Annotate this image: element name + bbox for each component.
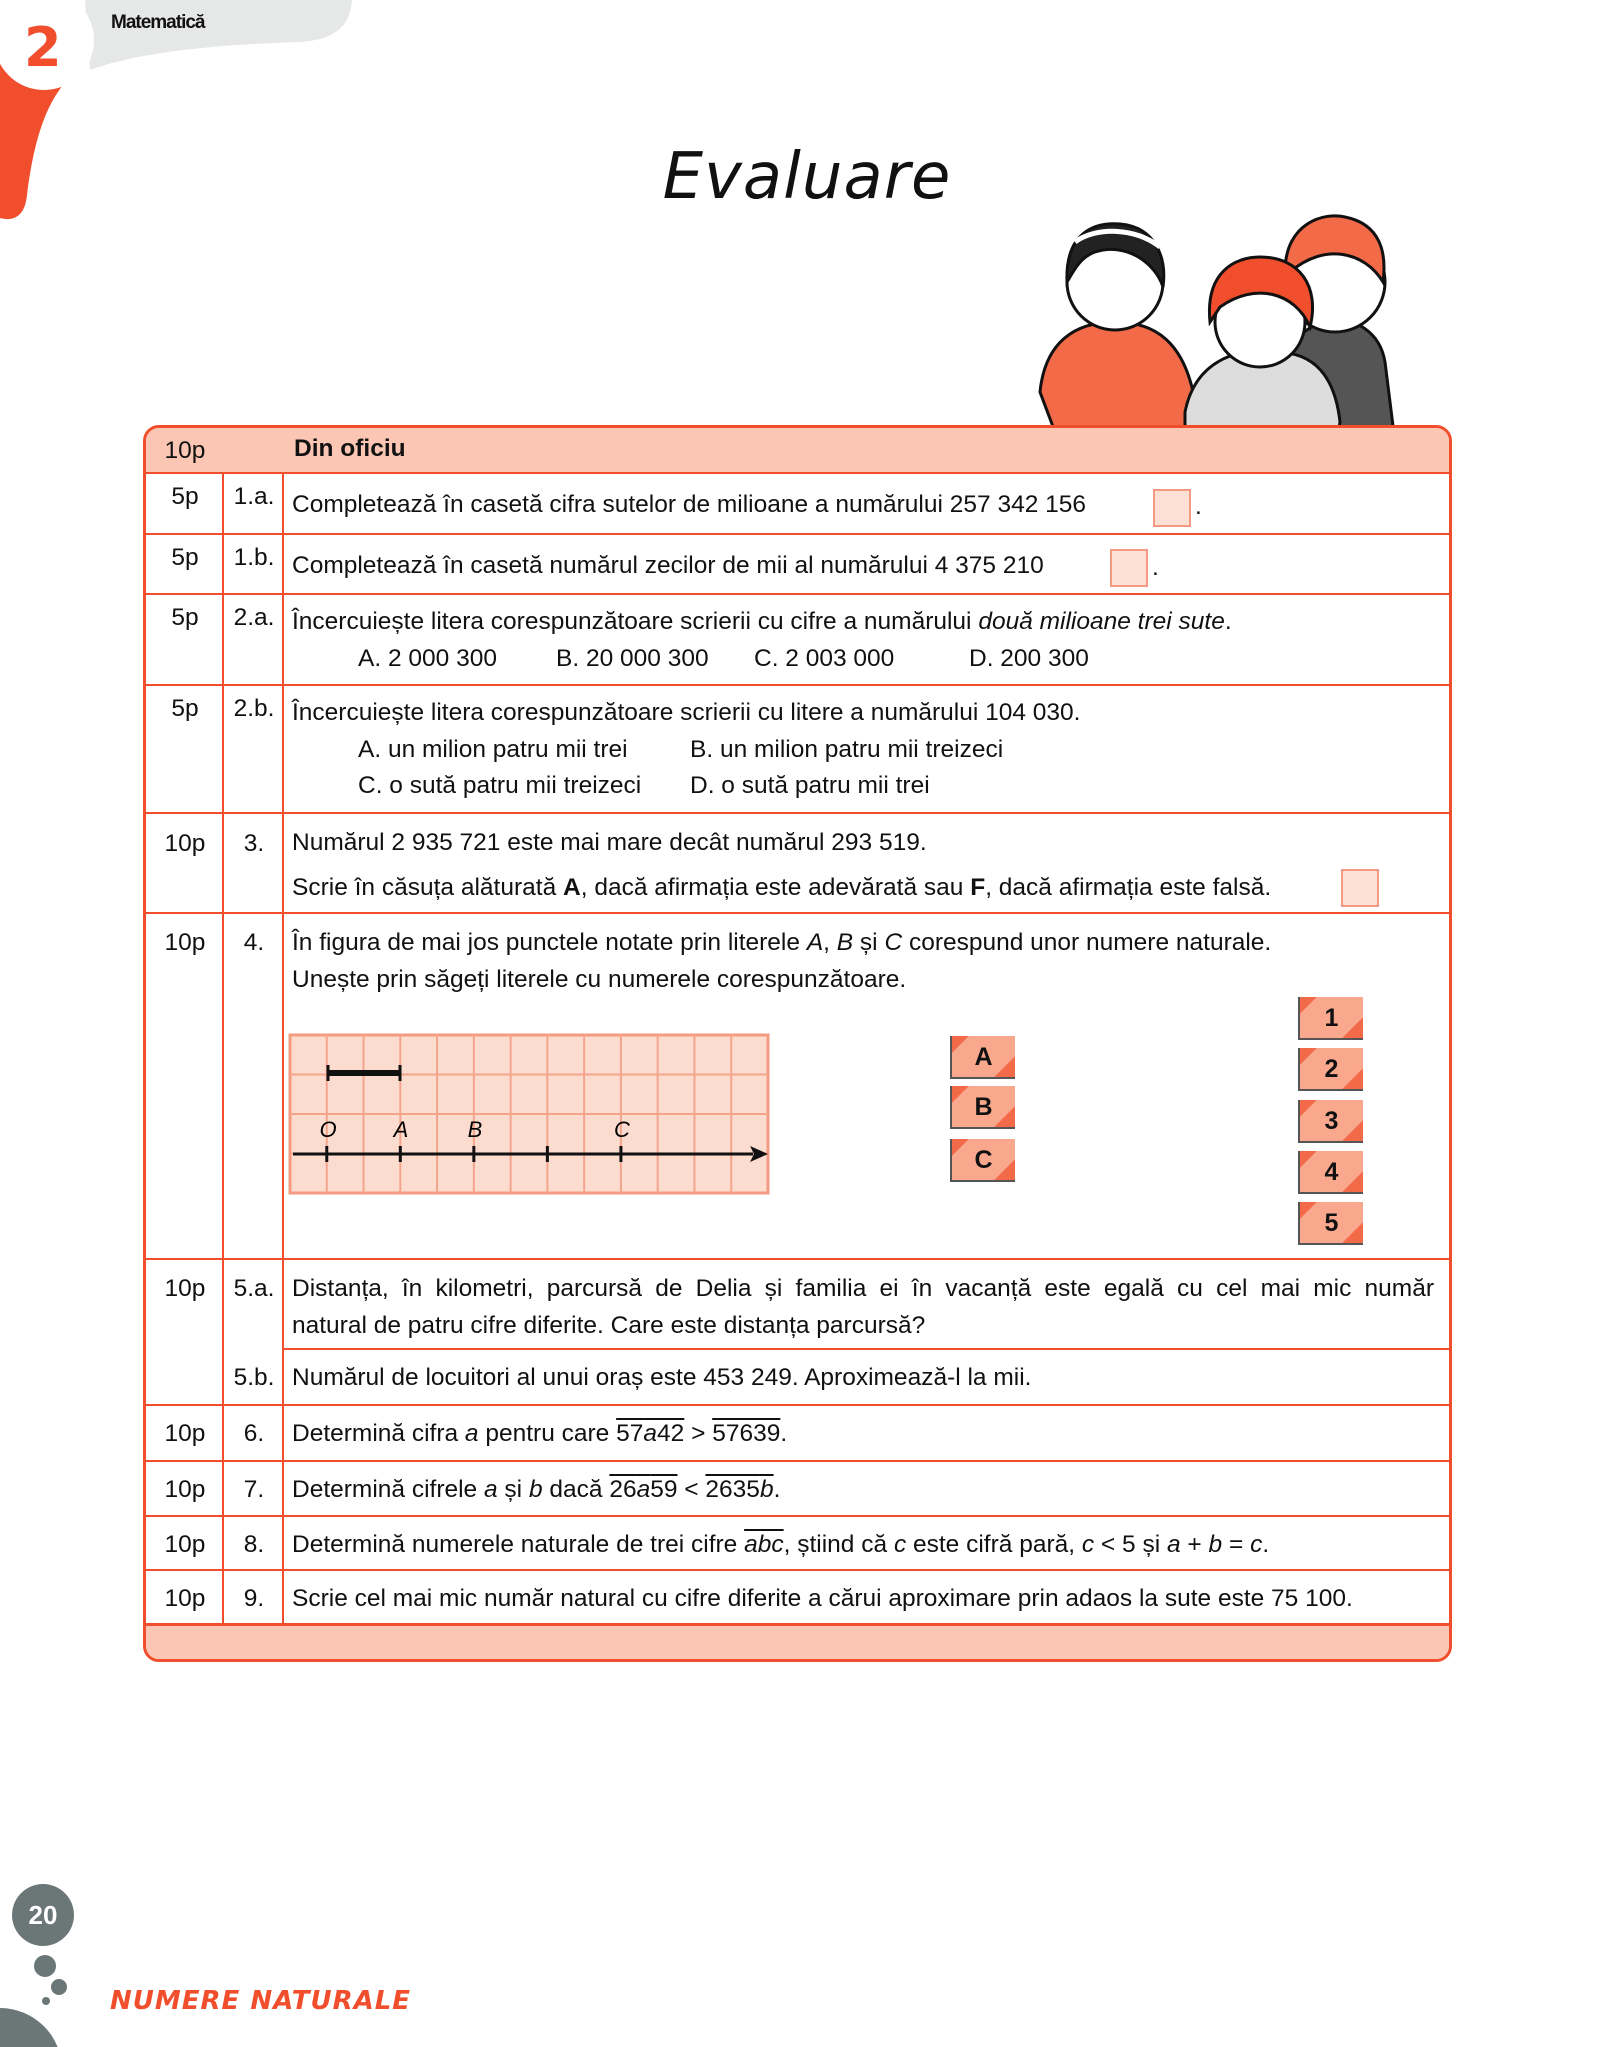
answer-box[interactable] <box>1153 489 1191 527</box>
point-label-o: O <box>319 1117 336 1142</box>
chapter-number: 2 <box>24 16 62 79</box>
letter-tag-c[interactable]: C <box>950 1139 1015 1182</box>
table-row: 5p 1.b. Completează în casetă numărul ze… <box>146 535 1449 595</box>
punct: . <box>1152 554 1159 581</box>
point-label-c: C <box>614 1117 630 1142</box>
points: 10p <box>164 437 206 464</box>
table-row: 10p 8. Determină numerele naturale de tr… <box>146 1517 1449 1571</box>
table-row: 5p 2.b. Încercuiește litera corespunzăto… <box>146 686 1449 814</box>
instruction-text: Unește prin săgeți literele cu numerele … <box>292 966 907 993</box>
question-text: Scrie cel mai mic număr natural cu cifre… <box>292 1585 1353 1612</box>
item-number: 4. <box>243 929 265 956</box>
points: 10p <box>164 1585 206 1612</box>
table-row: 5.b. Numărul de locuitori al unui oraș e… <box>146 1350 1449 1406</box>
item-number: 2.a. <box>233 604 275 631</box>
row-label: Din oficiu <box>294 435 406 462</box>
option-a[interactable]: A. 2 000 300 <box>358 645 497 672</box>
footer-row <box>146 1626 1449 1659</box>
question-text: Numărul 2 935 721 este mai mare decât nu… <box>292 829 927 856</box>
item-number: 6. <box>243 1420 265 1447</box>
item-number: 8. <box>243 1531 265 1558</box>
points: 10p <box>164 1275 206 1302</box>
points: 5p <box>171 544 199 571</box>
question-text: Încercuiește litera corespunzătoare scri… <box>292 699 1081 726</box>
item-number: 1.b. <box>233 544 275 571</box>
points: 10p <box>164 929 206 956</box>
number-tag-3[interactable]: 3 <box>1298 1100 1363 1143</box>
corner-decoration <box>0 0 352 220</box>
answer-box[interactable] <box>1110 549 1148 587</box>
table-row: 5p 1.a. Completează în casetă cifra sute… <box>146 474 1449 535</box>
item-number: 3. <box>243 830 265 857</box>
points: 5p <box>171 695 199 722</box>
question-text: Numărul de locuitori al unui oraș este 4… <box>292 1364 1032 1391</box>
table-row: 5p 2.a. Încercuiește litera corespunzăto… <box>146 595 1449 686</box>
number-tag-5[interactable]: 5 <box>1298 1202 1363 1245</box>
answer-box[interactable] <box>1341 869 1379 907</box>
option-c[interactable]: C. 2 003 000 <box>754 645 895 672</box>
table-row: 10p 9. Scrie cel mai mic număr natural c… <box>146 1571 1449 1626</box>
letter-tag-b[interactable]: B <box>950 1086 1015 1129</box>
points: 10p <box>164 830 206 857</box>
number-line-figure: O A B C <box>288 1033 770 1195</box>
question-text: Determină cifra a pentru care 57a42 > 57… <box>292 1420 788 1447</box>
question-text: Încercuiește litera corespunzătoare scri… <box>292 608 1232 635</box>
table-row: Distanța, în kilometri, parcursă de Deli… <box>282 1260 1449 1350</box>
question-text: Distanța, în kilometri, parcursă de Deli… <box>292 1275 1434 1302</box>
table-row: 10p 3. Numărul 2 935 721 este mai mare d… <box>146 814 1449 914</box>
number-tag-4[interactable]: 4 <box>1298 1151 1363 1194</box>
item-number: 5.b. <box>233 1364 275 1391</box>
point-label-a: A <box>392 1117 409 1142</box>
instruction-text: Scrie în căsuța alăturată A, dacă afirma… <box>292 874 1272 901</box>
letter-tag-a[interactable]: A <box>950 1036 1015 1079</box>
option-b[interactable]: B. un milion patru mii treizeci <box>690 736 1004 763</box>
table-row: 10p 7. Determină cifrele a și b dacă 26a… <box>146 1462 1449 1517</box>
points: 10p <box>164 1476 206 1503</box>
point-label-b: B <box>468 1117 483 1142</box>
option-a[interactable]: A. un milion patru mii trei <box>358 736 628 763</box>
item-number: 9. <box>243 1585 265 1612</box>
item-number: 7. <box>243 1476 265 1503</box>
option-d[interactable]: D. 200 300 <box>969 645 1089 672</box>
question-text-2: natural de patru cifre diferite. Care es… <box>292 1312 926 1339</box>
question-text: Completează în casetă numărul zecilor de… <box>292 552 1044 579</box>
footer-decoration <box>0 1955 67 2047</box>
chapter-title: NUMERE NATURALE <box>110 1986 412 2016</box>
option-c[interactable]: C. o sută patru mii treizeci <box>358 772 642 799</box>
table-row: 10p 6. Determină cifra a pentru care 57a… <box>146 1406 1449 1462</box>
page-title: Evaluare <box>662 140 952 214</box>
points: 5p <box>171 483 199 510</box>
children-illustration <box>1038 214 1397 467</box>
points: 5p <box>171 604 199 631</box>
page-number: 20 <box>12 1884 74 1946</box>
item-number: 1.a. <box>233 483 275 510</box>
evaluation-table: 10p Din oficiu 5p 1.a. Completează în ca… <box>143 425 1452 1662</box>
points: 10p <box>164 1420 206 1447</box>
item-number: 2.b. <box>233 695 275 722</box>
option-d[interactable]: D. o sută patru mii trei <box>690 772 930 799</box>
number-tag-1[interactable]: 1 <box>1298 997 1363 1040</box>
question-text: În figura de mai jos punctele notate pri… <box>292 929 1272 956</box>
punct: . <box>1195 493 1202 520</box>
header-row: 10p Din oficiu <box>146 428 1449 474</box>
item-number: 5.a. <box>233 1275 275 1302</box>
number-tag-2[interactable]: 2 <box>1298 1048 1363 1091</box>
table-row: 10p 4. În figura de mai jos punctele not… <box>146 914 1449 1260</box>
subject-label: Matematică <box>111 12 205 33</box>
question-text: Completează în casetă cifra sutelor de m… <box>292 491 1087 518</box>
question-text: Determină numerele naturale de trei cifr… <box>292 1531 1270 1558</box>
axis-arrow <box>750 1146 768 1162</box>
question-text: Determină cifrele a și b dacă 26a59 < 26… <box>292 1476 781 1503</box>
option-b[interactable]: B. 20 000 300 <box>556 645 709 672</box>
points: 10p <box>164 1531 206 1558</box>
